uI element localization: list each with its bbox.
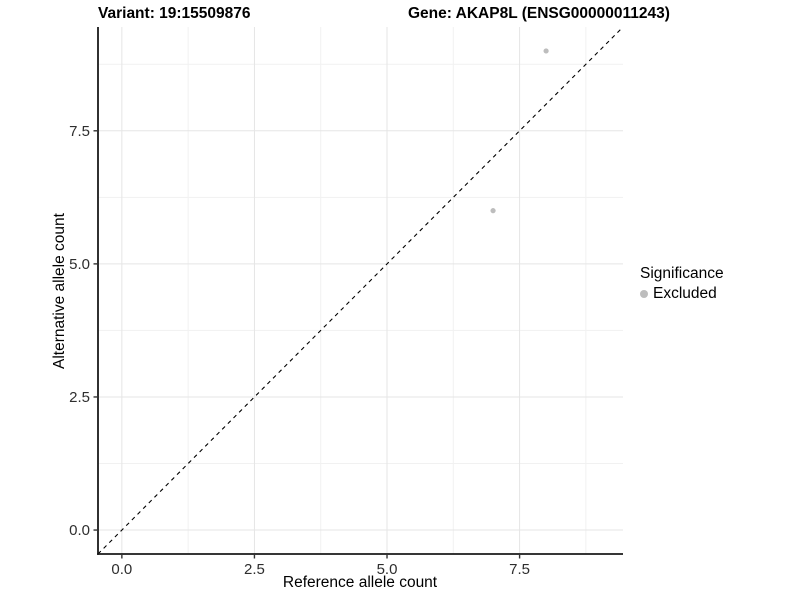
plot-title-variant: Variant: 19:15509876	[98, 5, 251, 22]
x-tick-label: 0.0	[111, 561, 132, 578]
data-point	[490, 208, 496, 214]
y-tick-label: 2.5	[69, 389, 90, 406]
legend-title: Significance	[640, 265, 724, 282]
legend-item-excluded: Excluded	[640, 285, 724, 303]
legend: Significance Excluded	[640, 265, 724, 303]
plot-title-gene: Gene: AKAP8L (ENSG00000011243)	[408, 5, 670, 22]
legend-point-icon	[640, 290, 648, 298]
x-tick-label: 5.0	[377, 561, 398, 578]
y-tick-label: 0.0	[69, 522, 90, 539]
y-tick-label: 7.5	[69, 123, 90, 140]
identity-reference-line	[97, 26, 624, 555]
x-tick-label: 2.5	[244, 561, 265, 578]
y-tick-label: 5.0	[69, 256, 90, 273]
x-axis-label: Reference allele count	[282, 574, 438, 591]
x-tick-label: 7.5	[509, 561, 530, 578]
legend-item-label: Excluded	[653, 285, 717, 302]
data-point	[543, 48, 549, 54]
y-axis-label: Alternative allele count	[51, 213, 68, 369]
